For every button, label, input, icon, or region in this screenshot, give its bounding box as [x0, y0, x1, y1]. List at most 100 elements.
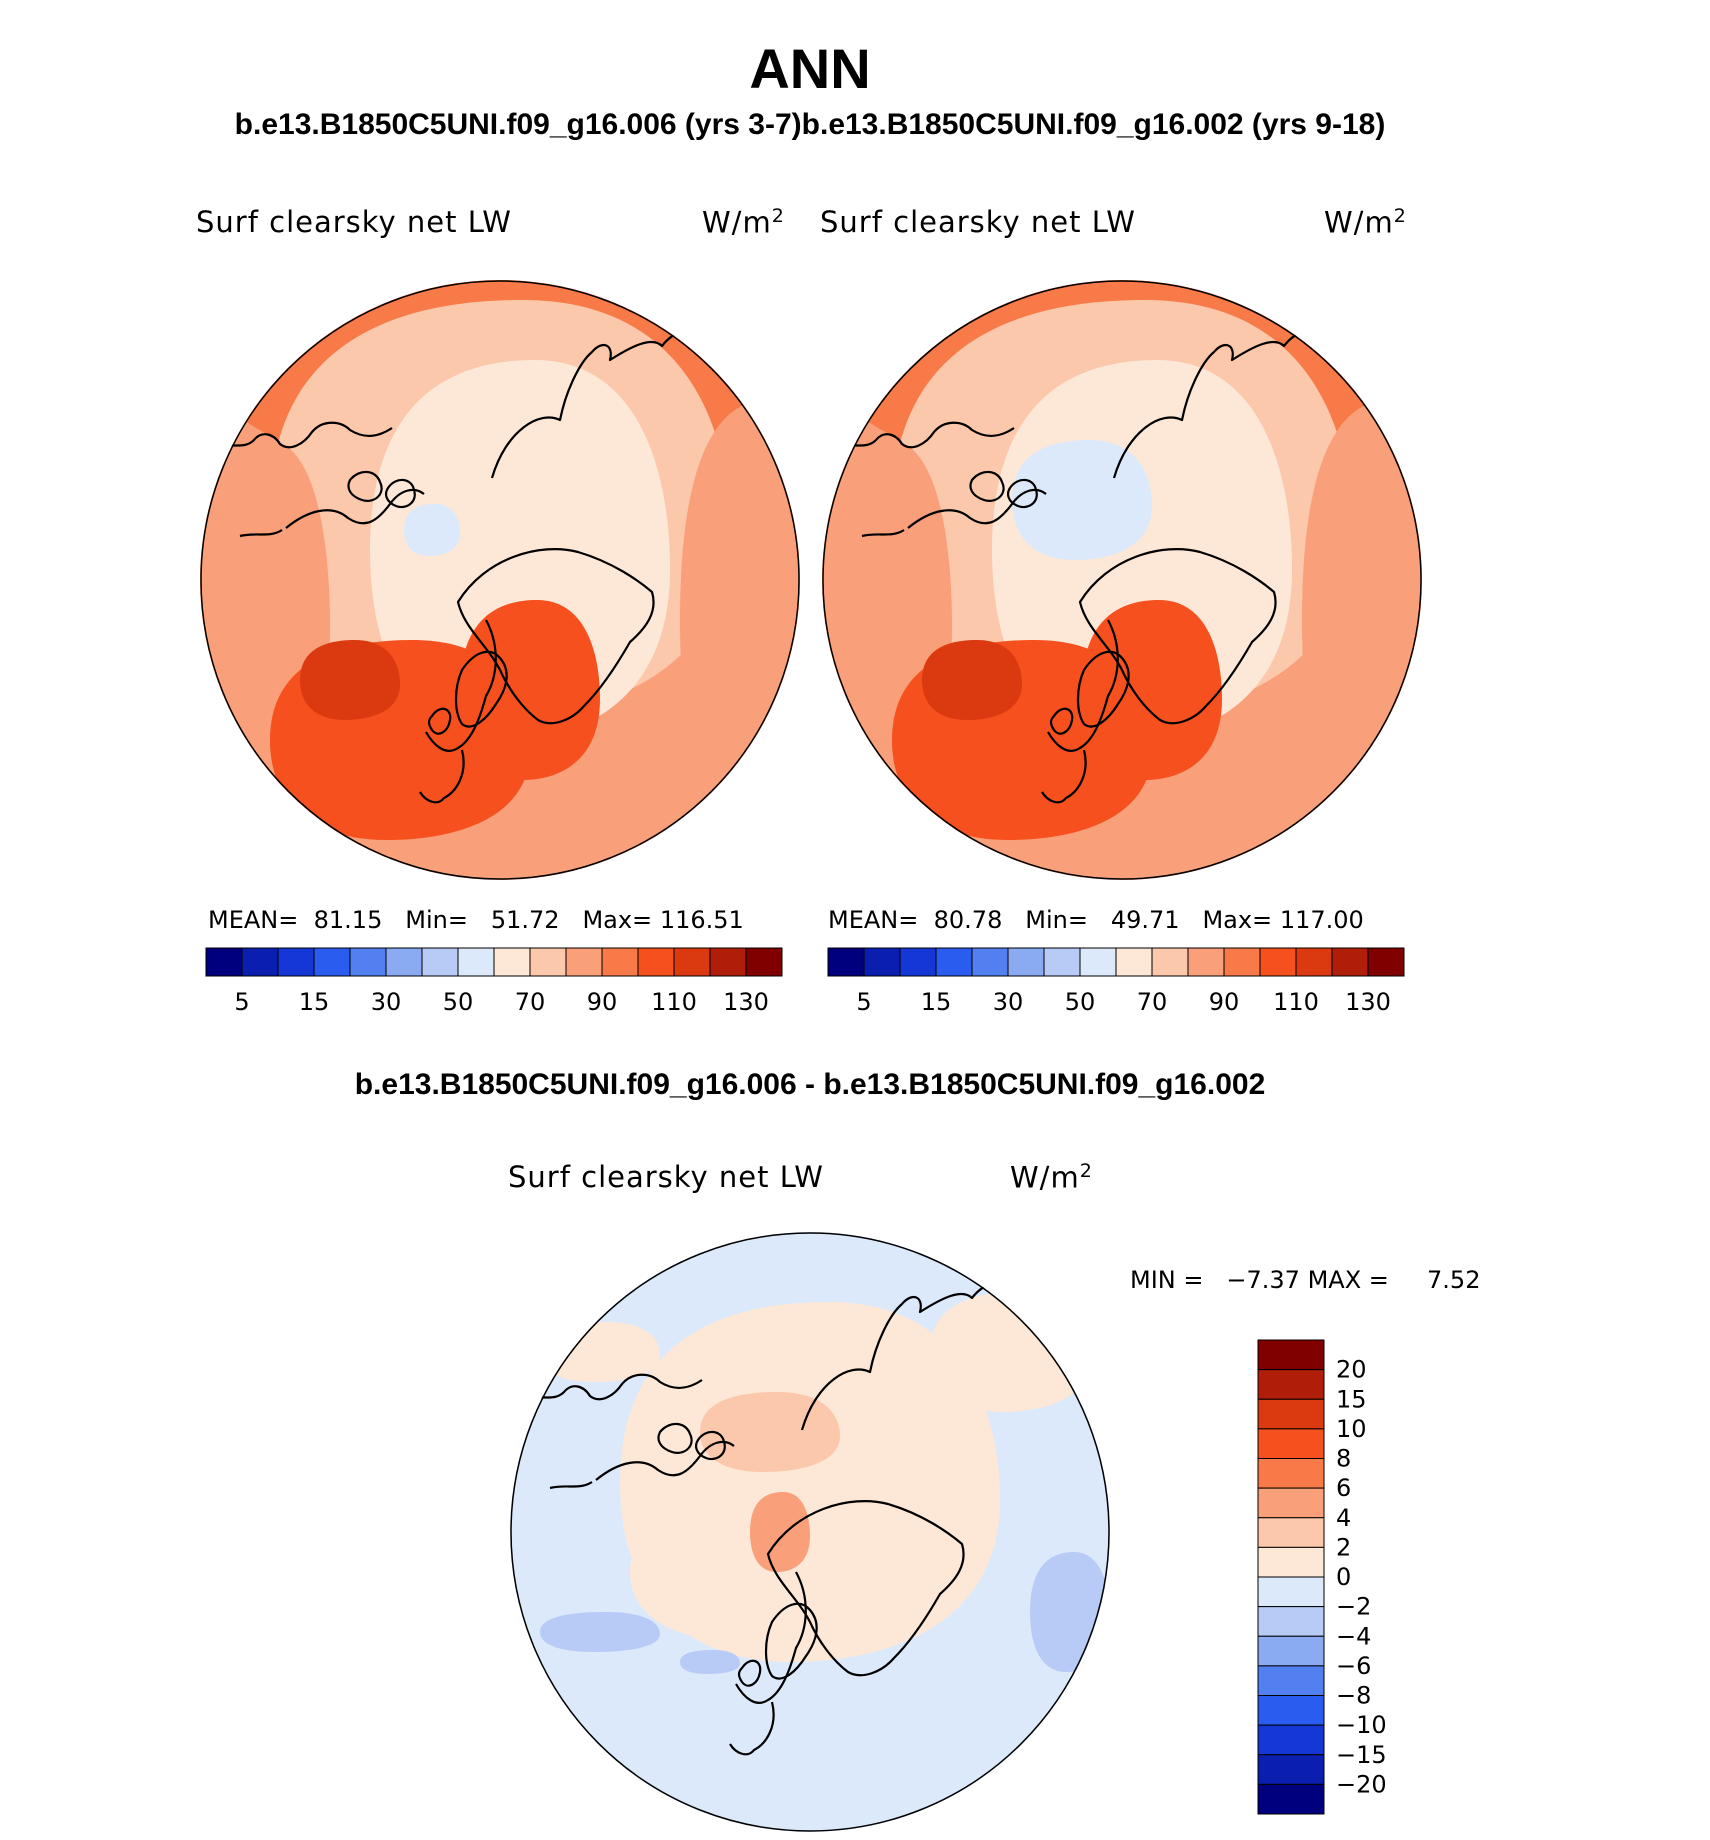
panel2-colorbar-tick-6: 110 — [1273, 988, 1319, 1016]
panel1-coast-scandinavia — [454, 650, 508, 728]
panel3-colorbar-tick-7: 0 — [1336, 1563, 1351, 1591]
panel2-colorbar-box-2 — [899, 947, 937, 977]
panel1-mean-value: 81.15 — [313, 906, 383, 934]
panel1-colorbar-tick-1: 15 — [299, 988, 330, 1016]
panel3-colorbar-box-0 — [1257, 1339, 1325, 1371]
panel1-colorbar-box-12 — [637, 947, 675, 977]
panel3-contour-region-2 — [630, 1502, 890, 1642]
panel2-max-value: 117.00 — [1279, 906, 1364, 934]
panel1-map-boundary — [200, 280, 800, 880]
panel2-field — [822, 280, 1422, 880]
panel2-min-label: Min= — [1025, 906, 1088, 934]
panel2-colorbar-box-0 — [827, 947, 865, 977]
panel3-contour-region-8 — [540, 1322, 660, 1382]
panel2-colorbar-box-10 — [1187, 947, 1225, 977]
panel3-field — [510, 1232, 1110, 1832]
panel1-colorbar-tick-5: 90 — [587, 988, 618, 1016]
panel1-colorbar: 5 15 30 50 70 90 110 130 — [205, 947, 783, 1016]
panel1-coast-britain — [427, 707, 452, 735]
panel1-colorbar-box-3 — [313, 947, 351, 977]
panel2-colorbar-tick-2: 30 — [993, 988, 1024, 1016]
panel2-colorbar-tick-7: 130 — [1345, 988, 1391, 1016]
panel3-title: Surf clearsky net LW — [508, 1160, 824, 1194]
panel3-coast-north-america — [529, 1373, 735, 1490]
panel1-coast-arctic-islands — [347, 470, 416, 509]
panel3-colorbar-tick-4: 6 — [1336, 1474, 1351, 1502]
panel2-colorbar: 5 15 30 50 70 90 110 130 — [827, 947, 1405, 1016]
panel2-mean-label: MEAN= — [828, 906, 919, 934]
panel2-min-value: 49.71 — [1110, 906, 1180, 934]
panel3-units: W/m2 — [1010, 1160, 1093, 1195]
panel2-stats: MEAN= 80.78 Min= 49.71 Max= 117.00 — [828, 906, 1364, 934]
panel2-colorbar-tick-5: 90 — [1209, 988, 1240, 1016]
panel3-colorbar-box-14 — [1257, 1754, 1325, 1785]
panel1-colorbar-tick-0: 5 — [234, 988, 249, 1016]
panel1-colorbar-box-9 — [529, 947, 567, 977]
panel2-colorbar-box-9 — [1151, 947, 1189, 977]
panel2-units: W/m2 — [1324, 205, 1407, 240]
panel2-coast-scandinavia — [1076, 650, 1130, 728]
panel2-map-boundary — [822, 280, 1422, 880]
panel1-max-label: Max= — [582, 906, 653, 934]
panel2-map — [822, 280, 1422, 880]
panel3-colorbar-box-6 — [1257, 1517, 1325, 1548]
panel2-colorbar-box-13 — [1295, 947, 1333, 977]
panel1-colorbar-box-13 — [673, 947, 711, 977]
panel3-contour-region-5 — [680, 1650, 740, 1674]
panel1-colorbar-tick-2: 30 — [371, 988, 402, 1016]
panel2-coast-greenland — [1078, 548, 1277, 725]
panel1-colorbar-box-2 — [277, 947, 315, 977]
panel1-colorbar-box-1 — [241, 947, 279, 977]
panel2-colorbar-box-7 — [1079, 947, 1117, 977]
panel1-min-value: 51.72 — [490, 906, 560, 934]
panel1-title: Surf clearsky net LW — [196, 205, 512, 239]
panel2-contour-region-7 — [922, 640, 1022, 720]
panel3-colorbar-box-12 — [1257, 1695, 1325, 1726]
panel1-mean-label: MEAN= — [208, 906, 299, 934]
panel1-contour-region-8 — [404, 504, 460, 556]
panel2-colorbar-tick-4: 70 — [1137, 988, 1168, 1016]
panel2-coast-britain — [1049, 707, 1074, 735]
panel3-colorbar-tick-2: 10 — [1336, 1415, 1367, 1443]
panel3-colorbar-tick-0: 20 — [1336, 1356, 1367, 1384]
panel3-colorbar-tick-9: −4 — [1336, 1622, 1371, 1650]
panel3-min-label: MIN = — [1130, 1266, 1204, 1294]
panel2-colorbar-box-8 — [1115, 947, 1153, 977]
panel1-map — [200, 280, 800, 880]
panel3-colorbar-tick-3: 8 — [1336, 1445, 1351, 1473]
panel1-colorbar-box-11 — [601, 947, 639, 977]
panel2-coast-north-america — [841, 421, 1047, 538]
panel1-colorbar-box-8 — [493, 947, 531, 977]
panel3-stats: MIN = −7.37 MAX = 7.52 — [1130, 1266, 1480, 1294]
panel1-colorbar-tick-3: 50 — [443, 988, 474, 1016]
panel3-coast-scandinavia — [764, 1602, 818, 1680]
panel3-colorbar-tick-5: 4 — [1336, 1504, 1351, 1532]
panel1-colorbar-box-14 — [709, 947, 747, 977]
panel1-colorbar-box-7 — [457, 947, 495, 977]
panel3-colorbar-box-7 — [1257, 1546, 1325, 1578]
panel2-colorbar-box-14 — [1331, 947, 1369, 977]
panel2-colorbar-box-3 — [935, 947, 973, 977]
panel1-contour-region-6 — [460, 600, 600, 780]
panel2-colorbar-box-5 — [1007, 947, 1045, 977]
panel1-coast-north-america — [219, 421, 425, 538]
panel1-contour-region-7 — [300, 640, 400, 720]
panel2-max-label: Max= — [1202, 906, 1273, 934]
panel1-colorbar-box-4 — [349, 947, 387, 977]
panel1-max-value: 116.51 — [659, 906, 744, 934]
panel3-colorbar-tick-8: −2 — [1336, 1593, 1371, 1621]
panel3-colorbar-box-5 — [1257, 1487, 1325, 1519]
panel3-colorbar-box-4 — [1257, 1458, 1325, 1489]
panel1-min-label: Min= — [405, 906, 468, 934]
panel1-coast-greenland — [456, 548, 655, 725]
panel1-colorbar-tick-4: 70 — [515, 988, 546, 1016]
panel3-colorbar-tick-11: −8 — [1336, 1682, 1371, 1710]
panel2-colorbar-tick-1: 15 — [921, 988, 952, 1016]
panel2-contour-region-8 — [1012, 440, 1152, 560]
panel1-colorbar-box-6 — [421, 947, 459, 977]
panel2-colorbar-box-11 — [1223, 947, 1261, 977]
panel3-colorbar-box-9 — [1257, 1606, 1325, 1637]
panel3-coast-greenland — [766, 1500, 965, 1677]
panel2-title: Surf clearsky net LW — [820, 205, 1136, 239]
panel2-colorbar-tick-3: 50 — [1065, 988, 1096, 1016]
